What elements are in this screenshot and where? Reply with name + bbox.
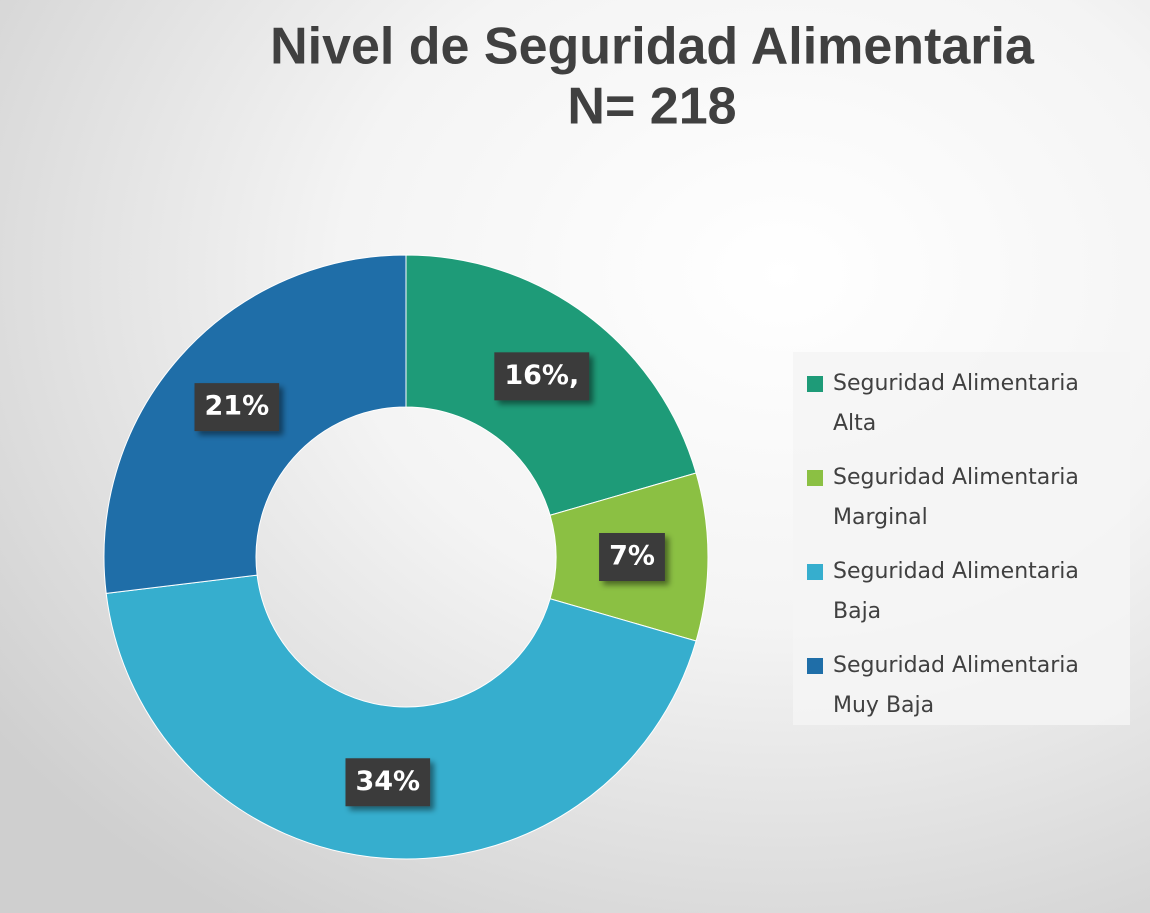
data-label-box [494,352,590,401]
legend-entry: Seguridad Alimentaria Muy Baja [807,646,1130,726]
data-label-text: 7% [609,541,655,572]
data-label: 16%, [494,352,590,401]
data-label-box [345,758,431,807]
legend-label: Seguridad Alimentaria Muy Baja [833,653,1079,718]
data-label-text: 21% [205,391,270,422]
legend-entry: Seguridad Alimentaria Marginal [807,458,1130,538]
legend-swatch [807,564,823,580]
legend-swatch [807,658,823,674]
data-label-box [599,533,665,581]
legend-label: Seguridad Alimentaria Baja [833,559,1079,624]
data-label-text: 34% [355,766,420,797]
donut-slice [105,574,697,860]
data-label: 7% [599,533,665,581]
legend-entry: Seguridad Alimentaria Alta [807,364,1130,444]
legend-label: Seguridad Alimentaria Alta [833,371,1079,436]
legend-swatch [807,376,823,392]
data-label: 34% [345,758,431,807]
data-label-box [194,383,280,432]
legend-label: Seguridad Alimentaria Marginal [833,465,1079,530]
data-label: 21% [194,383,280,432]
chart-subtitle: N= 218 [567,78,736,136]
legend-entry: Seguridad Alimentaria Baja [807,552,1130,632]
chart-title: Nivel de Seguridad Alimentaria [270,18,1035,76]
legend: Seguridad Alimentaria Alta Seguridad Alim… [793,352,1130,725]
legend-swatch [807,470,823,486]
data-label-text: 16%, [504,360,579,391]
